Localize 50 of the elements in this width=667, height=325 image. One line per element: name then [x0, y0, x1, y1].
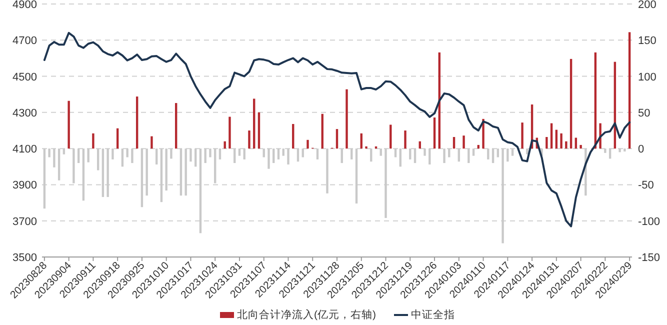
bar: [521, 122, 524, 149]
bar: [565, 141, 568, 149]
legend-label: 中证全指: [411, 308, 455, 321]
y-tick-label: 4700: [12, 35, 37, 48]
bar: [555, 130, 558, 149]
bar: [462, 136, 465, 149]
bar: [253, 98, 256, 149]
bar: [136, 96, 138, 149]
bar: [174, 103, 178, 149]
bar: [404, 130, 406, 149]
y-tick-label: 3900: [12, 180, 37, 192]
bar: [550, 123, 553, 149]
bar: [346, 89, 348, 149]
y2-tick-label: 100: [638, 71, 656, 84]
bar: [336, 129, 338, 149]
bar: [628, 32, 631, 149]
bar: [360, 133, 362, 149]
bar: [248, 130, 250, 149]
bar: [452, 137, 456, 149]
bar: [433, 117, 436, 149]
bar: [546, 137, 548, 149]
y2-tick-label: -150: [638, 252, 660, 264]
y-tick-label: 3500: [12, 252, 37, 264]
bar: [570, 58, 572, 149]
y2-tick-label: -50: [638, 180, 654, 192]
y-tick-label: 4300: [12, 107, 37, 120]
y-tick-label: 4100: [12, 144, 37, 156]
bar: [258, 112, 260, 149]
bar: [116, 128, 119, 149]
bar: [306, 140, 309, 149]
y2-tick-label: -100: [638, 216, 660, 228]
bar: [228, 116, 231, 149]
bar: [150, 136, 153, 149]
y2-tick-label: 50: [638, 107, 650, 120]
y-tick-label: 4500: [12, 71, 37, 84]
bar: [580, 144, 582, 149]
y-tick-label: 4900: [12, 0, 37, 11]
bar: [560, 133, 562, 149]
y2-tick-label: 150: [638, 35, 656, 48]
bar: [92, 133, 94, 149]
bar: [321, 114, 324, 149]
bar: [574, 138, 578, 149]
y2-tick-label: 0: [638, 144, 644, 156]
bar: [292, 124, 294, 149]
y2-tick-label: 200: [638, 0, 656, 11]
bar: [68, 100, 70, 149]
bar: [390, 124, 392, 149]
legend-label: 北向合计净流入(亿元，右轴): [237, 308, 376, 321]
y-tick-label: 3700: [12, 216, 37, 228]
bar: [365, 146, 368, 149]
